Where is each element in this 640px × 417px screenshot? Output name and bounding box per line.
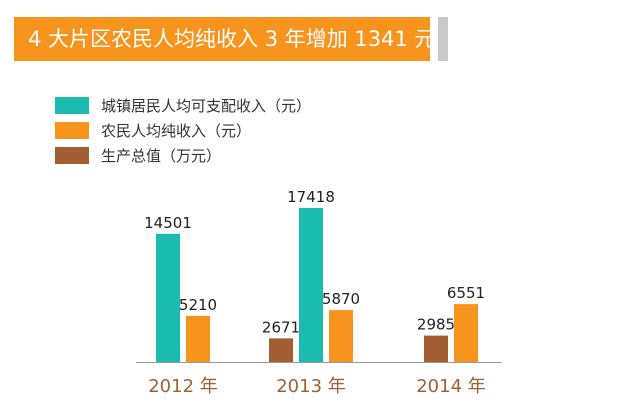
legend: 城镇居民人均可支配收入（元） 农民人均纯收入（元） 生产总值（万元） — [55, 93, 311, 168]
data-label-farmer-income-1: 5870 — [322, 290, 360, 308]
legend-item-urban-income: 城镇居民人均可支配收入（元） — [55, 93, 311, 118]
data-label-gdp-1: 2671 — [262, 318, 300, 336]
category-label-2: 2014 年 — [416, 376, 486, 397]
legend-swatch-gdp — [55, 147, 89, 164]
legend-item-farmer-income: 农民人均纯收入（元） — [55, 118, 311, 143]
bar-farmer-income-1 — [329, 310, 353, 362]
chart-title: 4 大片区农民人均纯收入 3 年增加 1341 元 — [28, 27, 436, 51]
bar-urban-income-1 — [299, 208, 323, 362]
data-label-gdp-2: 2985 — [417, 316, 455, 334]
legend-item-gdp: 生产总值（万元） — [55, 143, 311, 168]
bar-gdp-2 — [424, 335, 448, 362]
data-label-urban-income-1: 17418 — [287, 188, 335, 206]
data-label-urban-income-0: 14501 — [144, 214, 192, 232]
title-accent-stripe — [430, 17, 438, 61]
data-label-farmer-income-0: 5210 — [179, 296, 217, 314]
category-label-1: 2013 年 — [276, 376, 346, 397]
legend-swatch-urban-income — [55, 97, 89, 114]
bar-farmer-income-2 — [454, 304, 478, 362]
bar-urban-income-0 — [156, 233, 180, 362]
title-bar — [14, 17, 430, 61]
bar-farmer-income-0 — [186, 315, 210, 362]
category-label-0: 2012 年 — [148, 376, 218, 397]
bar-gdp-1 — [269, 338, 293, 362]
legend-label-gdp: 生产总值（万元） — [101, 147, 222, 165]
legend-swatch-farmer-income — [55, 122, 89, 139]
data-label-farmer-income-2: 6551 — [447, 284, 485, 302]
legend-label-farmer-income: 农民人均纯收入（元） — [101, 122, 252, 140]
title-shadow-stripe — [438, 17, 448, 61]
legend-label-urban-income: 城镇居民人均可支配收入（元） — [101, 97, 312, 115]
